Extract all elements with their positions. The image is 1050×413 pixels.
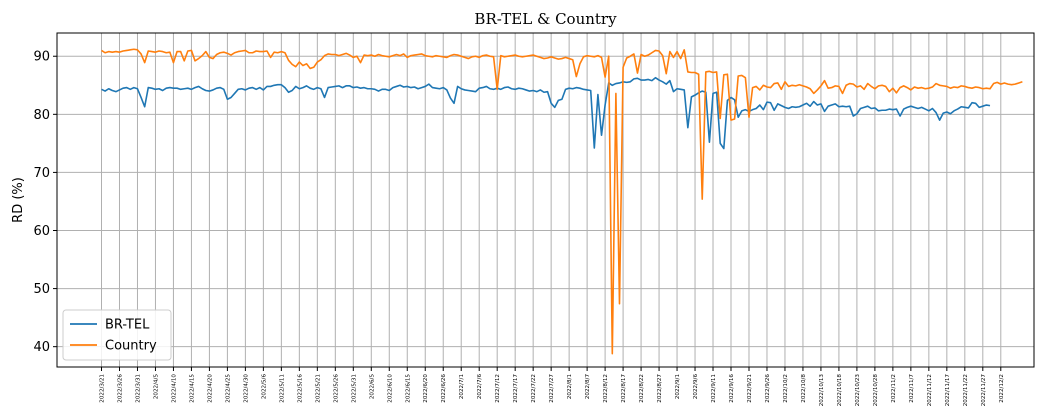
legend-box [62,309,172,361]
x-tick-label: 2022/10/13 [819,374,825,407]
plot-frame [56,32,1035,368]
x-tick-label: 2022/7/12 [495,374,501,403]
x-tick-label: 2022/6/10 [387,374,393,403]
y-tick-label: 90 [33,50,50,65]
x-tick-label: 2022/11/27 [981,374,987,407]
x-tick-label: 2022/10/23 [855,374,861,407]
x-tick-label: 2022/11/12 [927,374,933,406]
x-tick-label: 2022/8/1 [567,374,573,400]
x-tick-label: 2022/6/15 [405,374,411,403]
x-tick-label: 2022/8/12 [603,374,609,403]
x-tick-label: 2022/4/30 [243,374,249,403]
x-tick-label: 2022/7/1 [459,374,465,400]
x-tick-label: 2022/8/27 [657,374,663,403]
x-tick-label: 2022/9/11 [711,374,717,403]
x-tick-label: 2022/6/20 [423,374,429,403]
y-axis-label: RD (%) [11,177,26,223]
x-tick-label: 2022/3/26 [117,374,123,403]
legend-label: BR-TEL [105,318,150,333]
x-tick-label: 2022/9/21 [747,374,753,403]
x-tick-label: 2022/9/26 [765,374,771,403]
y-tick-label: 60 [33,224,50,239]
x-tick-label: 2022/6/5 [369,374,375,400]
x-tick-label: 2022/5/16 [297,374,303,403]
x-tick-label: 2022/9/1 [675,374,681,400]
y-tick-label: 70 [33,166,50,181]
x-tick-label: 2022/4/25 [225,374,231,403]
x-tick-label: 2022/4/5 [153,374,159,400]
x-tick-label: 2022/11/17 [945,374,951,407]
y-tick-label: 80 [33,108,50,123]
legend-label: Country [105,339,157,354]
x-tick-label: 2022/10/2 [783,374,789,403]
x-tick-label: 2022/7/6 [477,374,483,400]
x-tick-label: 2022/9/16 [729,374,735,403]
x-tick-label: 2022/3/21 [100,374,106,403]
x-tick-label: 2022/7/22 [531,374,537,403]
x-tick-label: 2022/12/2 [999,374,1005,403]
x-tick-label: 2022/8/7 [585,374,591,400]
x-tick-label: 2022/7/27 [549,374,555,403]
series-layer [101,48,1023,355]
x-tick-label: 2022/10/28 [873,374,879,407]
x-axis-ticks: 2022/3/21 2022/3/26 2022/3/31 2022/4/5 2022/… [100,367,1005,406]
x-tick-label: 2022/5/21 [315,374,321,403]
x-tick-label: 2022/11/7 [909,374,915,403]
x-tick-label: 2022/10/18 [837,374,843,407]
y-axis-ticks: 40 50 60 70 80 90 [33,50,57,355]
x-tick-label: 2022/5/31 [351,374,357,403]
x-tick-label: 2022/3/31 [135,374,141,403]
x-tick-label: 2022/5/11 [279,374,285,403]
x-tick-label: 2022/6/26 [441,374,447,403]
grid [57,33,1034,367]
x-tick-label: 2022/7/17 [513,374,519,403]
series-line-country [101,48,1023,355]
x-tick-label: 2022/11/2 [891,374,897,403]
x-tick-label: 2022/8/17 [621,374,627,403]
series-line-br-tel [101,76,991,150]
x-tick-label: 2022/10/8 [801,374,807,403]
x-tick-label: 2022/5/26 [333,374,339,403]
x-tick-label: 2022/8/22 [639,374,645,403]
legend: BR-TEL Country [62,309,172,361]
x-tick-label: 2022/5/6 [261,374,267,400]
x-tick-label: 2022/4/20 [207,374,213,403]
chart-title: BR-TEL & Country [474,10,617,28]
x-tick-label: 2022/4/10 [171,374,177,403]
y-tick-label: 40 [33,340,50,355]
x-tick-label: 2022/11/22 [963,374,969,406]
y-tick-label: 50 [33,282,50,297]
x-tick-label: 2022/4/15 [189,374,195,403]
x-tick-label: 2022/9/6 [693,374,699,400]
